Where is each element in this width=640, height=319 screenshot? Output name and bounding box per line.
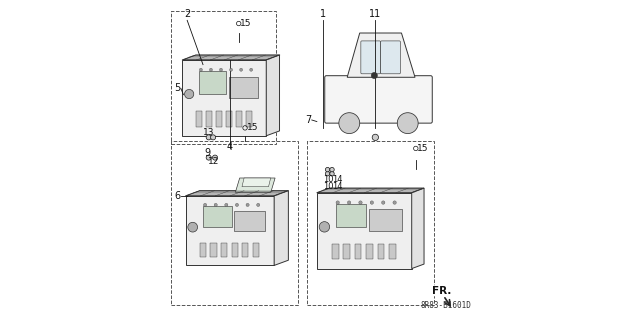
FancyBboxPatch shape <box>324 76 432 123</box>
Bar <box>246 112 252 127</box>
Bar <box>378 244 384 259</box>
Circle shape <box>220 68 223 71</box>
Bar <box>204 206 232 227</box>
Bar <box>199 71 226 94</box>
Circle shape <box>239 68 243 71</box>
Polygon shape <box>242 178 271 187</box>
Text: 15: 15 <box>417 144 429 153</box>
Polygon shape <box>182 55 280 60</box>
Bar <box>234 211 266 231</box>
Text: 1: 1 <box>319 9 326 19</box>
Bar <box>253 243 259 257</box>
FancyBboxPatch shape <box>381 41 401 74</box>
Circle shape <box>339 113 360 134</box>
Circle shape <box>230 68 232 71</box>
Bar <box>228 77 258 98</box>
Bar <box>200 243 206 257</box>
Polygon shape <box>236 178 275 192</box>
Bar <box>232 243 238 257</box>
Bar <box>216 112 222 127</box>
Circle shape <box>206 135 211 140</box>
Polygon shape <box>317 188 424 193</box>
Circle shape <box>250 68 253 71</box>
Text: 8R83-B1601D: 8R83-B1601D <box>421 301 472 310</box>
Polygon shape <box>412 188 424 269</box>
Circle shape <box>211 135 216 140</box>
Circle shape <box>325 167 330 172</box>
Polygon shape <box>186 196 274 265</box>
Circle shape <box>319 222 330 232</box>
Text: 10: 10 <box>323 174 333 184</box>
Circle shape <box>336 201 339 204</box>
Circle shape <box>214 203 218 206</box>
Bar <box>236 112 242 127</box>
Circle shape <box>370 201 374 204</box>
Bar <box>243 243 248 257</box>
Circle shape <box>246 203 249 206</box>
Circle shape <box>200 68 202 71</box>
Bar <box>355 244 362 259</box>
Bar <box>344 244 350 259</box>
Text: 11: 11 <box>369 9 381 19</box>
Circle shape <box>257 203 260 206</box>
Bar <box>389 244 396 259</box>
Text: 6: 6 <box>174 191 180 201</box>
Text: 5: 5 <box>174 83 180 93</box>
Circle shape <box>236 203 239 206</box>
Text: 10: 10 <box>323 182 333 191</box>
Circle shape <box>212 155 218 160</box>
FancyBboxPatch shape <box>361 41 381 74</box>
Circle shape <box>330 172 334 176</box>
Text: 12: 12 <box>209 157 220 166</box>
Circle shape <box>393 201 396 204</box>
Bar <box>211 243 216 257</box>
Bar <box>366 244 373 259</box>
Polygon shape <box>266 55 280 136</box>
Circle shape <box>348 201 351 204</box>
Circle shape <box>359 201 362 204</box>
Polygon shape <box>182 60 266 136</box>
Circle shape <box>225 203 228 206</box>
Bar <box>332 244 339 259</box>
Circle shape <box>188 222 198 232</box>
Circle shape <box>204 203 207 206</box>
Circle shape <box>397 113 418 134</box>
Polygon shape <box>317 193 412 269</box>
Bar <box>336 204 366 227</box>
Text: 9: 9 <box>205 148 211 158</box>
Bar <box>206 112 212 127</box>
Bar <box>196 112 202 127</box>
Text: 4: 4 <box>227 142 233 152</box>
Polygon shape <box>347 33 415 77</box>
Bar <box>221 243 227 257</box>
Text: 7: 7 <box>305 115 311 125</box>
Polygon shape <box>274 191 289 265</box>
Text: 14: 14 <box>332 174 342 184</box>
Polygon shape <box>186 191 289 196</box>
Text: 14: 14 <box>332 182 342 191</box>
Text: 15: 15 <box>246 123 258 132</box>
Text: FR.: FR. <box>432 286 451 296</box>
Circle shape <box>325 172 330 176</box>
Circle shape <box>330 167 334 172</box>
Circle shape <box>206 155 211 160</box>
Text: 13: 13 <box>203 128 214 137</box>
Circle shape <box>381 201 385 204</box>
Circle shape <box>184 89 194 99</box>
Circle shape <box>372 134 378 141</box>
Text: 15: 15 <box>240 19 252 28</box>
Circle shape <box>371 72 378 79</box>
Bar <box>226 112 232 127</box>
Bar <box>369 209 402 231</box>
Circle shape <box>209 68 212 71</box>
Text: 2: 2 <box>184 9 190 19</box>
